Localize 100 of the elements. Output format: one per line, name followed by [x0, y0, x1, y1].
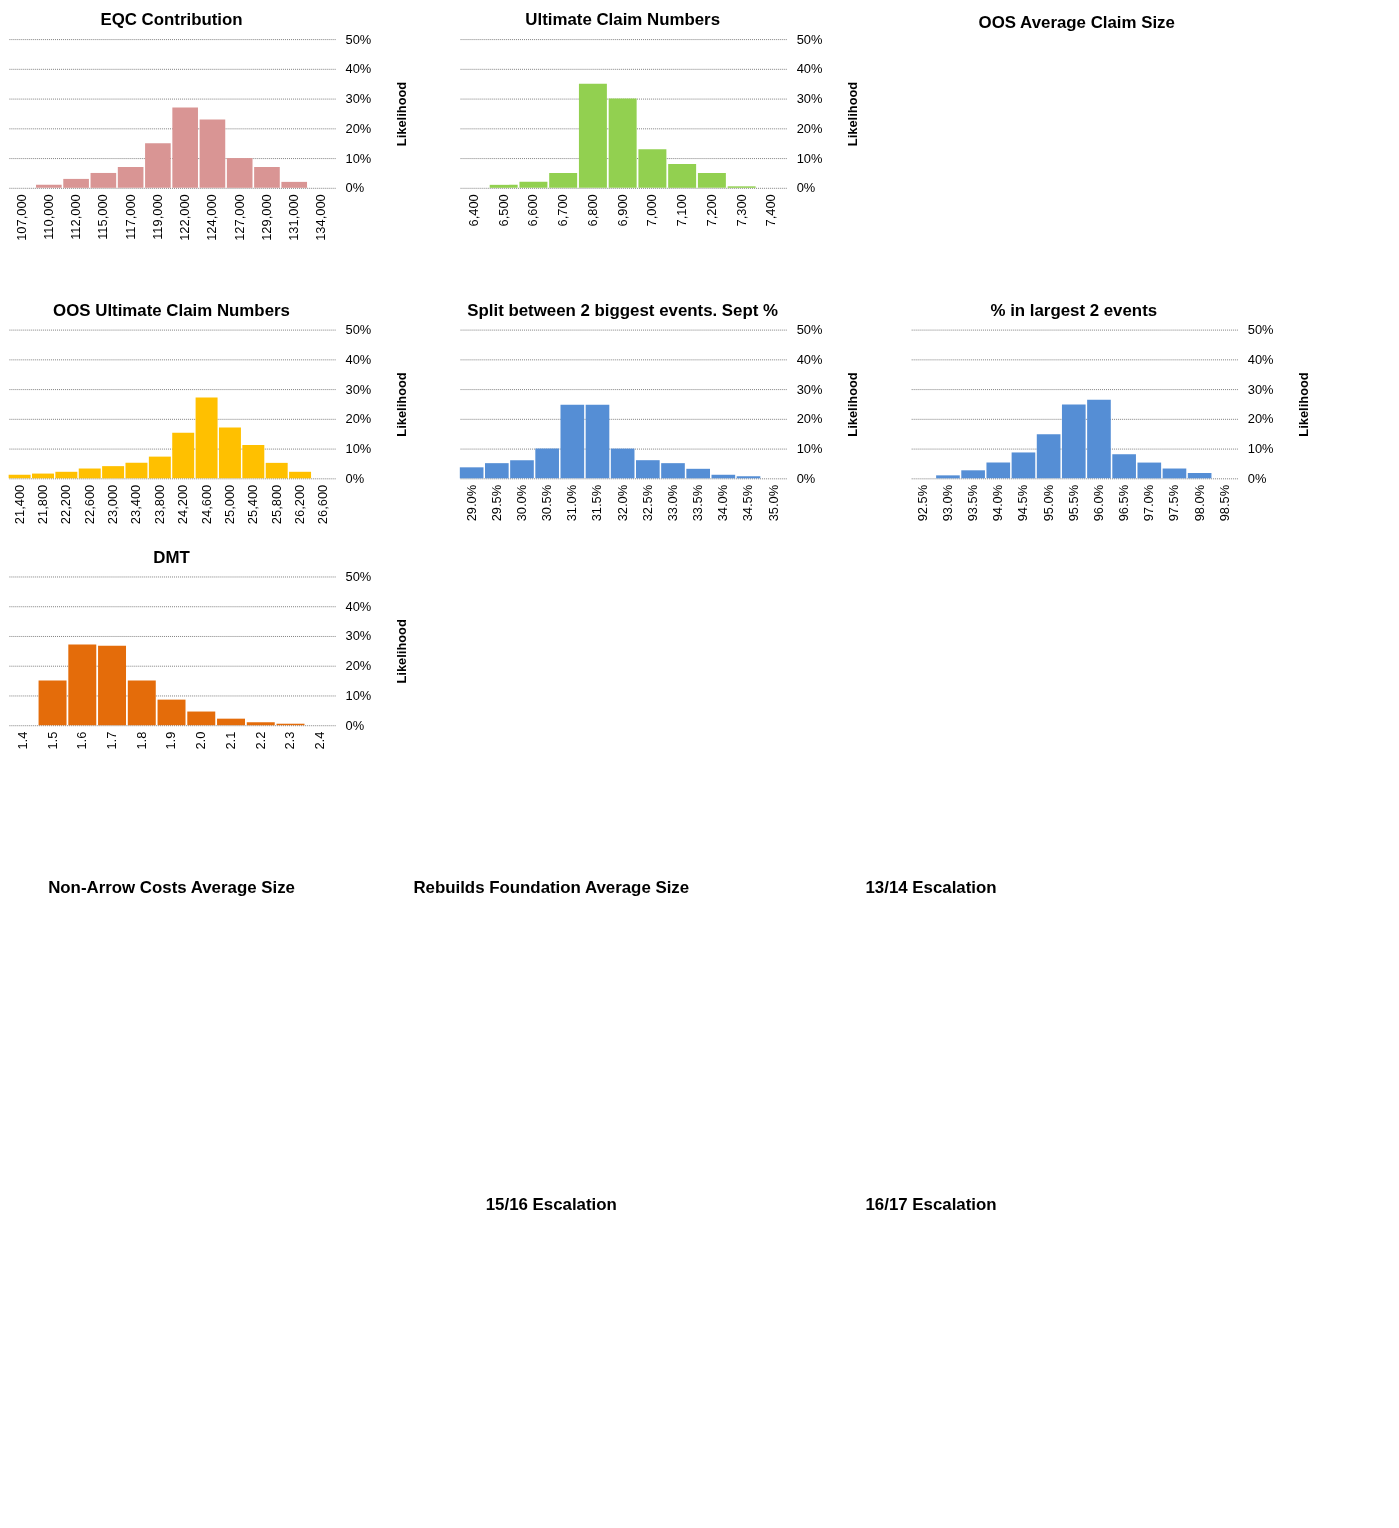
y-tick-label: 30% [345, 381, 372, 397]
y-tick-label: 10% [345, 150, 372, 166]
bar [1187, 472, 1212, 479]
text: Non-Arrow Costs Average Size [48, 878, 295, 898]
text: Rebuilds Foundation Average Size [413, 878, 690, 898]
x-tick-label: 32.5% [639, 484, 655, 522]
x-tick-label: 131,000 [286, 194, 302, 241]
x-tick-label: 21,400 [11, 484, 27, 525]
x-tick-label: 25,400 [245, 484, 261, 525]
bar [578, 83, 607, 188]
x-tick-label: 98.0% [1191, 484, 1207, 522]
bar [127, 680, 156, 726]
y-tick-label: 10% [1247, 441, 1274, 457]
x-tick-label: 21,800 [34, 484, 50, 525]
x-tick-label: 112,000 [68, 194, 84, 240]
x-tick-label: 33.5% [690, 484, 706, 522]
x-tick-label: 2.2 [252, 731, 268, 750]
bar [1036, 434, 1061, 479]
x-tick-label: 93.5% [965, 484, 981, 522]
y-axis-title: Likelihood [394, 372, 410, 437]
x-tick-label: 26,200 [292, 484, 308, 525]
y-tick-label: 20% [796, 120, 823, 136]
x-tick-label: 23,000 [105, 484, 121, 525]
y-tick-label: 50% [345, 568, 372, 584]
chart-title: Ultimate Claim Numbers [525, 10, 721, 30]
x-tick-label: 2.3 [282, 731, 298, 750]
text: 13/14 Escalation [865, 878, 997, 898]
x-tick-label: 22,200 [58, 484, 74, 525]
x-tick-label: 97.0% [1141, 484, 1157, 522]
bar [736, 476, 761, 479]
text: OOS Average Claim Size [978, 13, 1175, 33]
y-tick-label: 50% [796, 31, 823, 47]
x-tick-label: 26,600 [315, 484, 331, 525]
x-tick-label: 22,600 [81, 484, 97, 525]
x-tick-label: 2.4 [312, 731, 328, 750]
x-tick-label: 94.5% [1015, 484, 1031, 522]
x-tick-label: 32.0% [614, 484, 630, 522]
x-tick-label: 2.0 [193, 731, 209, 750]
x-tick-label: 34.0% [715, 484, 731, 522]
x-tick-label: 96.5% [1116, 484, 1132, 522]
x-tick-label: 127,000 [231, 194, 247, 241]
bar [217, 718, 245, 726]
x-tick-label: 110,000 [40, 194, 56, 240]
y-tick-label: 30% [796, 91, 823, 107]
y-tick-label: 40% [345, 351, 372, 367]
y-axis-title: Likelihood [845, 372, 861, 437]
x-tick-label: 34.5% [740, 484, 756, 522]
bar [117, 167, 144, 188]
y-tick-label: 30% [796, 381, 823, 397]
x-tick-label: 119,000 [149, 194, 165, 240]
bar [668, 164, 697, 188]
y-tick-label: 40% [1247, 351, 1274, 367]
x-tick-label: 93.0% [939, 484, 955, 522]
x-tick-label: 29.5% [488, 484, 504, 522]
y-tick-label: 30% [345, 91, 372, 107]
y-tick-label: 0% [796, 180, 816, 196]
bar [98, 645, 127, 726]
x-tick-label: 30.0% [513, 484, 529, 522]
y-tick-label: 50% [345, 322, 372, 338]
y-tick-label: 20% [796, 411, 823, 427]
bar [697, 172, 726, 188]
y-tick-label: 20% [1247, 411, 1274, 427]
x-tick-label: 129,000 [258, 194, 274, 241]
chart-title: % in largest 2 events [990, 300, 1158, 320]
x-tick-label: 6,500 [495, 194, 511, 227]
x-tick-label: 1.8 [133, 731, 149, 750]
y-tick-label: 40% [345, 61, 372, 77]
x-tick-label: 96.0% [1090, 484, 1106, 522]
x-tick-label: 33.0% [664, 484, 680, 522]
y-tick-label: 10% [345, 687, 372, 703]
bar [90, 172, 117, 188]
x-tick-label: 30.5% [539, 484, 555, 522]
bar [585, 404, 610, 479]
y-tick-label: 20% [345, 411, 372, 427]
x-tick-label: 24,200 [175, 484, 191, 525]
x-tick-label: 6,800 [584, 194, 600, 227]
x-tick-label: 1.4 [14, 731, 30, 750]
x-tick-label: 97.5% [1166, 484, 1182, 522]
chart-title: DMT [153, 547, 191, 567]
x-tick-label: 6,600 [525, 194, 541, 227]
bar [199, 119, 226, 188]
y-tick-label: 50% [345, 31, 372, 47]
text: 16/17 Escalation [865, 1195, 997, 1215]
y-tick-label: 40% [796, 61, 823, 77]
y-tick-label: 0% [345, 470, 365, 486]
y-tick-label: 20% [345, 120, 372, 136]
x-tick-label: 7,400 [763, 194, 779, 227]
y-axis-title: Likelihood [394, 81, 410, 147]
y-axis-title: Likelihood [845, 81, 861, 147]
x-tick-label: 6,900 [614, 194, 630, 227]
x-tick-label: 94.0% [990, 484, 1006, 522]
y-tick-label: 10% [796, 441, 823, 457]
x-tick-label: 95.5% [1065, 484, 1081, 522]
x-tick-label: 7,000 [644, 194, 660, 227]
x-tick-label: 35.0% [765, 484, 781, 522]
x-tick-label: 25,800 [268, 484, 284, 525]
x-tick-label: 98.5% [1216, 484, 1232, 522]
x-tick-label: 7,200 [703, 194, 719, 227]
x-tick-label: 107,000 [13, 194, 29, 241]
y-tick-label: 0% [345, 717, 365, 733]
